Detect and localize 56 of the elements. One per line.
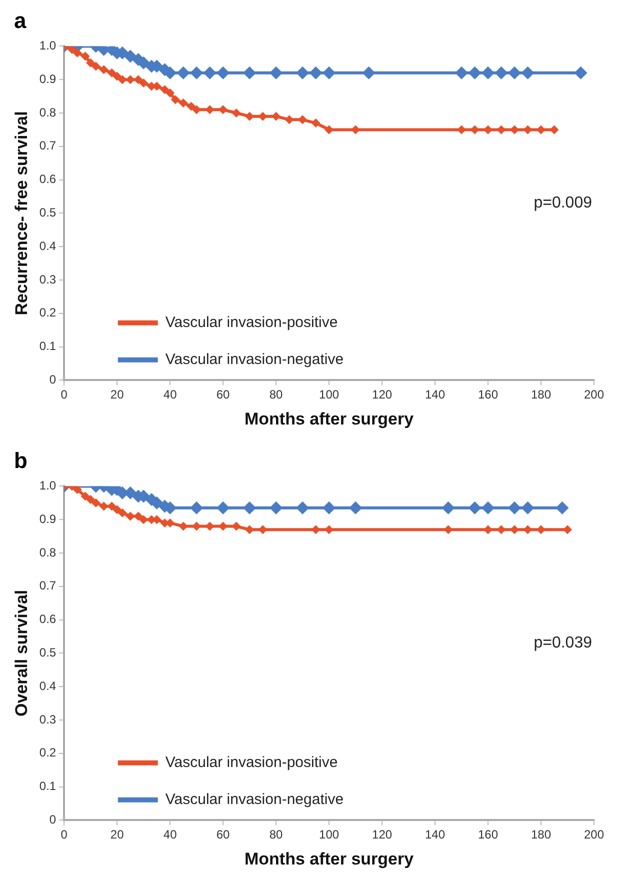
x-tick-label: 60 [216, 828, 230, 842]
y-tick-label: 0.6 [39, 612, 56, 626]
x-tick-label: 120 [372, 388, 392, 402]
y-tick-label: 0 [49, 812, 56, 827]
y-tick-label: 0.4 [39, 238, 56, 253]
y-tick-label: 1.0 [39, 478, 56, 493]
x-tick-label: 0 [60, 828, 68, 842]
y-tick-label: 0.1 [39, 339, 56, 354]
x-tick-label: 80 [269, 388, 284, 402]
y-tick-label: 0.4 [39, 678, 56, 693]
x-tick-label: 140 [425, 388, 446, 402]
y-tick-label: 0.2 [39, 306, 56, 320]
annotation: p=0.039 [534, 634, 592, 652]
x-tick-label: 160 [478, 388, 498, 402]
x-tick-label: 180 [530, 388, 552, 402]
y-tick-label: 0.6 [39, 172, 56, 186]
x-tick-label: 180 [530, 828, 552, 842]
x-tick-label: 100 [319, 388, 340, 402]
y-tick-label: 0.8 [39, 545, 56, 560]
x-tick-label: 200 [584, 828, 604, 842]
y-tick-label: 0.5 [39, 646, 56, 660]
y-tick-label: 0.1 [39, 779, 56, 794]
legend-label: Vascular invasion-negative [165, 791, 344, 808]
legend-label: Vascular invasion-negative [165, 351, 344, 368]
y-tick-label: 0.3 [39, 712, 56, 726]
x-tick-label: 140 [425, 828, 446, 842]
legend-label: Vascular invasion-positive [165, 754, 338, 771]
y-axis-title: Overall survival [12, 590, 31, 717]
y-tick-label: 0.9 [39, 72, 56, 86]
legend-label: Vascular invasion-positive [165, 314, 338, 331]
y-tick-label: 0 [49, 372, 56, 387]
annotation: p=0.009 [534, 194, 592, 212]
y-tick-label: 0.2 [39, 746, 56, 760]
x-tick-label: 40 [163, 388, 178, 402]
x-tick-label: 20 [110, 388, 124, 402]
x-tick-label: 20 [110, 828, 124, 842]
x-tick-label: 120 [372, 828, 392, 842]
y-tick-label: 0.3 [39, 272, 56, 286]
x-tick-label: 80 [269, 828, 284, 842]
chart-title: a [14, 8, 28, 34]
x-tick-label: 160 [478, 828, 498, 842]
x-tick-label: 200 [584, 388, 604, 402]
x-tick-label: 0 [60, 388, 68, 402]
y-tick-label: 1.0 [39, 38, 56, 53]
x-tick-label: 40 [163, 828, 178, 842]
y-tick-label: 0.9 [39, 512, 56, 526]
x-tick-label: 100 [319, 828, 340, 842]
y-tick-label: 0.8 [39, 105, 56, 120]
x-axis-title: Months after surgery [244, 409, 414, 428]
x-axis-title: Months after surgery [244, 849, 414, 868]
y-tick-label: 0.7 [39, 138, 56, 153]
y-tick-label: 0.7 [39, 578, 56, 593]
chart-title: b [14, 448, 28, 474]
x-tick-label: 60 [216, 388, 230, 402]
y-tick-label: 0.5 [39, 206, 56, 220]
y-axis-title: Recurrence- free survival [12, 111, 31, 316]
